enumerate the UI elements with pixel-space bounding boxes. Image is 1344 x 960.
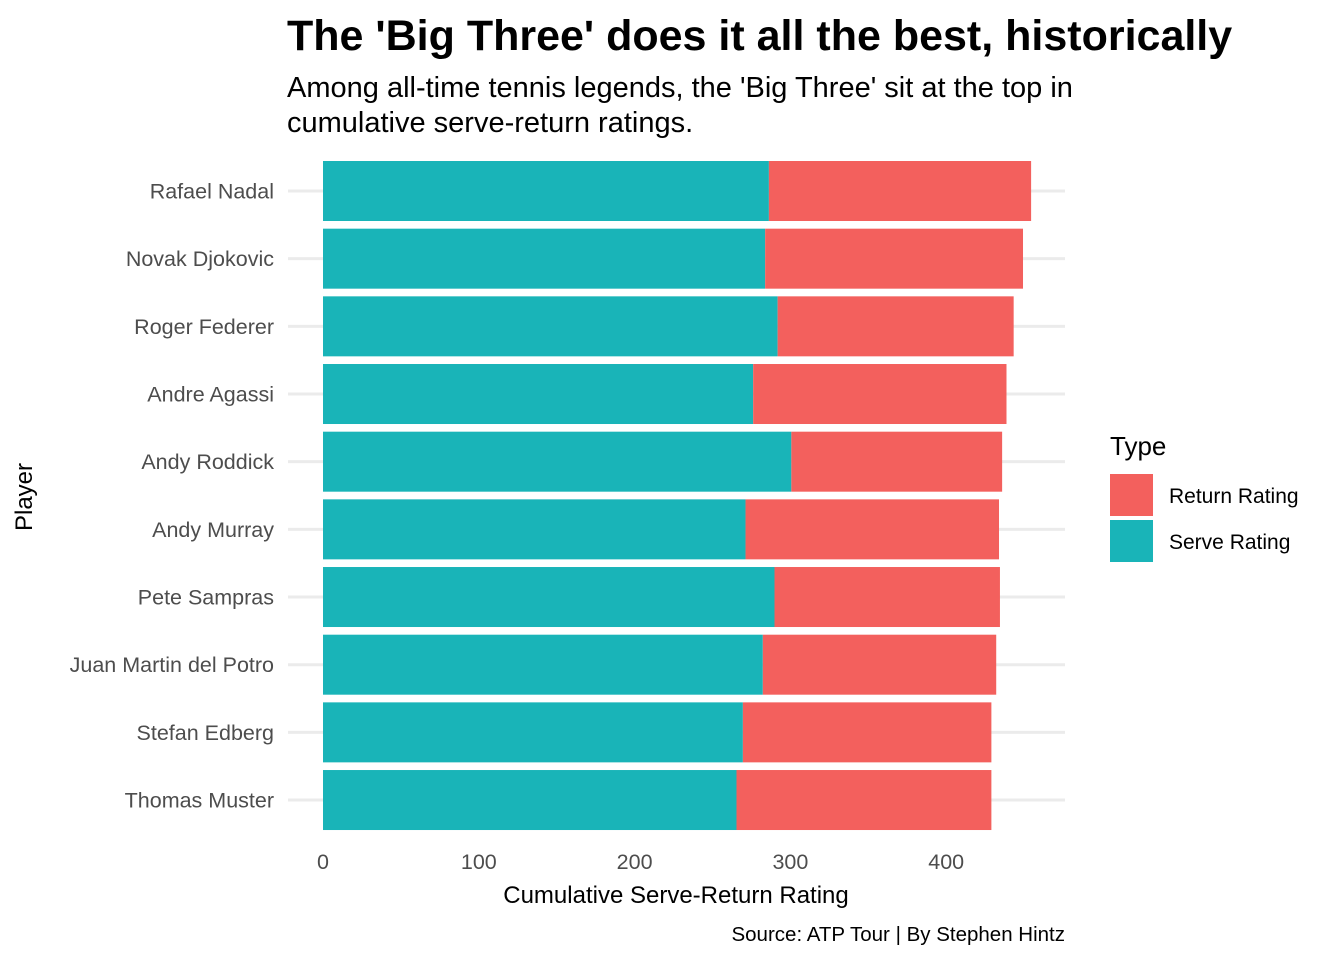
y-tick-label-novak-djokovic: Novak Djokovic	[126, 247, 274, 271]
x-tick-label-300: 300	[772, 850, 808, 874]
y-tick-label-andy-murray: Andy Murray	[152, 518, 274, 542]
y-tick-label-andre-agassi: Andre Agassi	[147, 383, 274, 407]
bar-return-rating-stefan-edberg	[742, 702, 992, 763]
bar-return-rating-juan-martin-del-potro	[762, 634, 997, 695]
bar-return-rating-roger-federer	[777, 296, 1014, 357]
legend-title: Type	[1110, 431, 1166, 461]
bar-serve-rating-andre-agassi	[323, 364, 754, 425]
y-tick-label-roger-federer: Roger Federer	[134, 315, 274, 339]
x-tick-label-400: 400	[928, 850, 964, 874]
bar-return-rating-andy-murray	[745, 499, 1000, 560]
x-axis-title: Cumulative Serve-Return Rating	[503, 882, 848, 909]
bar-serve-rating-rafael-nadal	[323, 161, 769, 221]
legend-label-serve-rating: Serve Rating	[1169, 531, 1290, 554]
bar-return-rating-andy-roddick	[791, 431, 1003, 492]
bar-return-rating-andre-agassi	[753, 364, 1007, 425]
bar-serve-rating-thomas-muster	[323, 770, 737, 831]
legend-swatch-serve-rating	[1110, 520, 1153, 562]
bar-return-rating-pete-sampras	[774, 567, 1000, 628]
legend: Type Return Rating Serve Rating	[1110, 431, 1299, 562]
y-tick-label-rafael-nadal: Rafael Nadal	[150, 180, 274, 204]
bar-return-rating-thomas-muster	[736, 770, 992, 831]
bar-serve-rating-andy-murray	[323, 499, 746, 560]
y-tick-label-thomas-muster: Thomas Muster	[125, 789, 274, 813]
y-axis-title: Player	[11, 463, 38, 531]
bar-serve-rating-pete-sampras	[323, 567, 775, 628]
chart-subtitle-line-1: Among all-time tennis legends, the 'Big …	[287, 72, 1073, 104]
chart-subtitle-line-2: cumulative serve-return ratings.	[287, 107, 693, 139]
y-tick-label-juan-martin-del-potro: Juan Martin del Potro	[70, 653, 274, 677]
chart-title: The 'Big Three' does it all the best, hi…	[287, 12, 1232, 60]
bar-return-rating-novak-djokovic	[765, 228, 1024, 289]
y-tick-label-stefan-edberg: Stefan Edberg	[137, 721, 274, 745]
x-tick-labels: 0 100 200 300 400	[317, 850, 964, 874]
y-tick-label-pete-sampras: Pete Sampras	[138, 586, 274, 610]
y-tick-labels: Rafael Nadal Novak Djokovic Roger Federer A…	[70, 180, 275, 813]
x-tick-label-200: 200	[617, 850, 653, 874]
bar-serve-rating-novak-djokovic	[323, 228, 766, 289]
x-tick-label-0: 0	[317, 850, 329, 874]
y-tick-label-andy-roddick: Andy Roddick	[141, 450, 274, 474]
bar-serve-rating-roger-federer	[323, 296, 778, 357]
bars	[323, 161, 1032, 831]
bar-serve-rating-andy-roddick	[323, 431, 792, 492]
bar-serve-rating-stefan-edberg	[323, 702, 743, 763]
bar-return-rating-rafael-nadal	[768, 161, 1032, 221]
legend-swatch-return-rating	[1110, 474, 1153, 516]
chart-caption: Source: ATP Tour | By Stephen Hintz	[731, 923, 1065, 946]
bar-serve-rating-juan-martin-del-potro	[323, 634, 763, 695]
legend-label-return-rating: Return Rating	[1169, 485, 1299, 508]
x-tick-label-100: 100	[461, 850, 497, 874]
